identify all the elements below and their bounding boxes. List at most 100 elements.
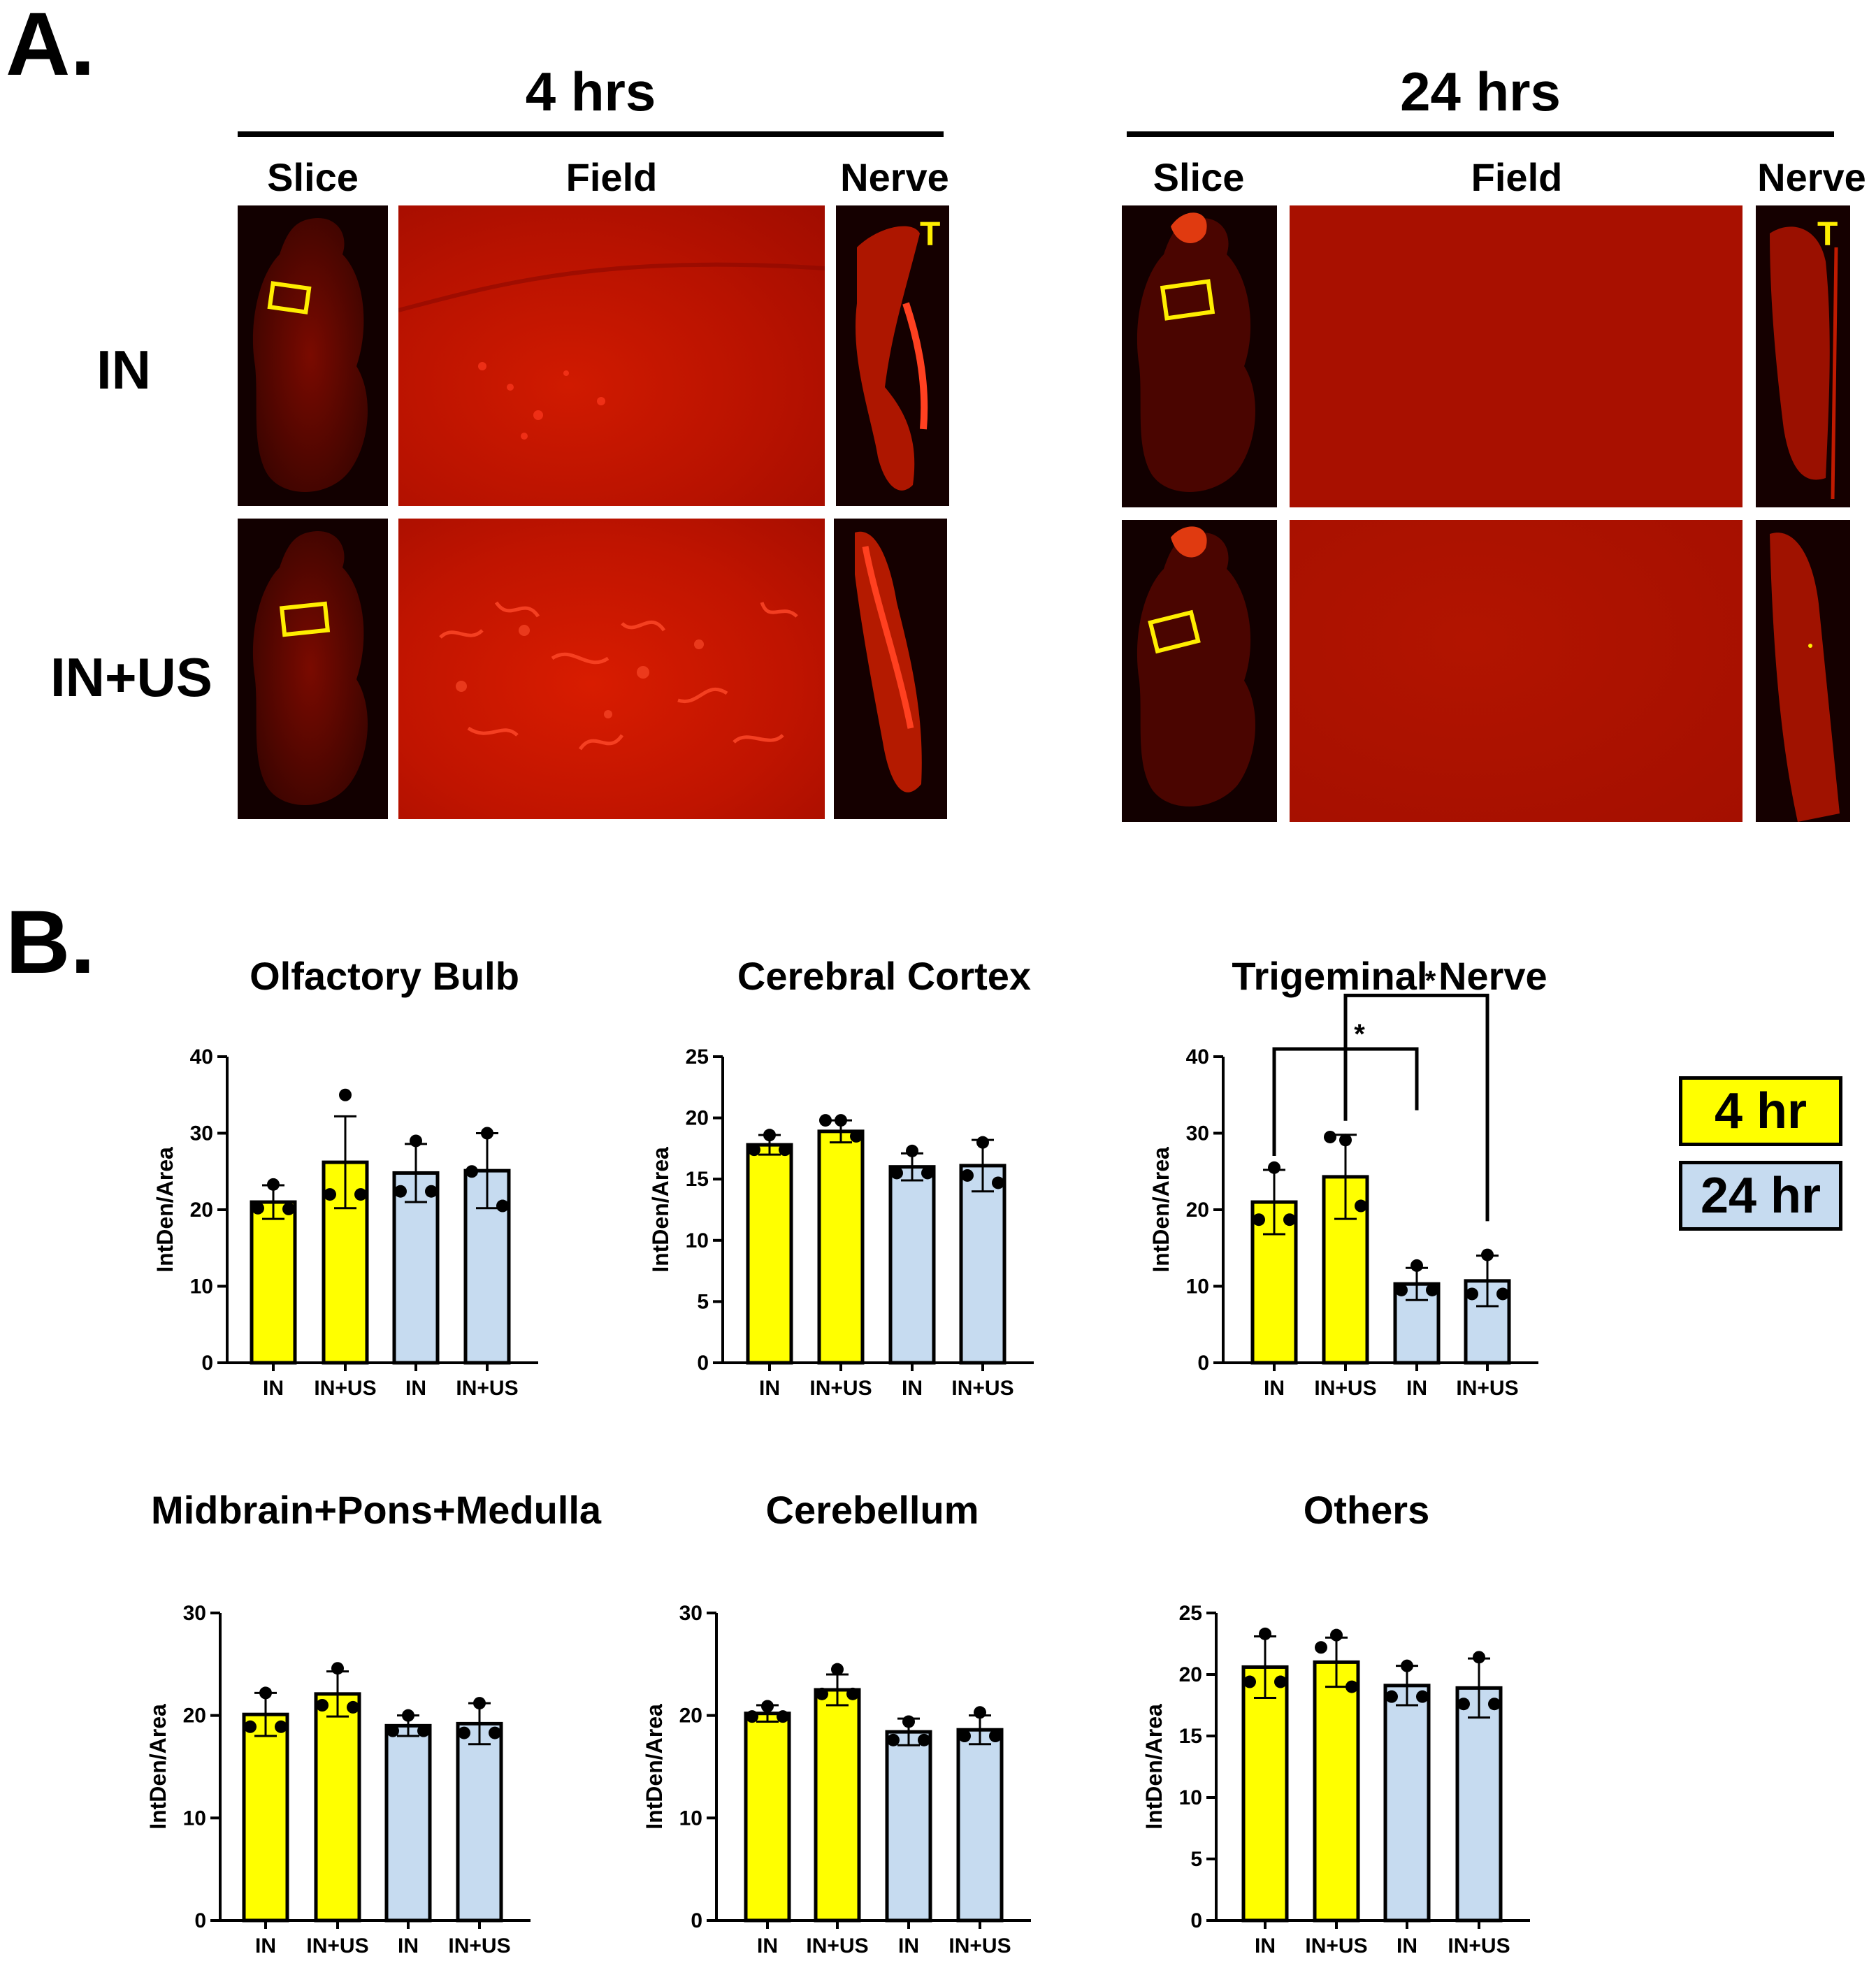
x-tick-label: IN+US xyxy=(1456,1377,1518,1400)
chart-0: Olfactory Bulb IntDen/Area 0 10 20 30 40 IN IN+U… xyxy=(152,954,538,1400)
col-label-nerve-24hrs: Nerve xyxy=(1757,155,1866,199)
data-point xyxy=(1416,1690,1429,1703)
bar xyxy=(384,1723,432,1923)
bar xyxy=(1241,1665,1289,1923)
data-point xyxy=(466,1165,478,1178)
bar xyxy=(888,1165,936,1365)
data-point xyxy=(316,1699,329,1712)
bar xyxy=(314,1692,361,1923)
x-tick-label: IN+US xyxy=(806,1934,868,1958)
y-axis-label: IntDen/Area xyxy=(152,1147,178,1273)
chart-title: Others xyxy=(1304,1488,1430,1532)
x-tick-label: IN xyxy=(263,1377,284,1400)
y-tick-label: 0 xyxy=(201,1352,213,1375)
image-nerve-in-4hrs: T xyxy=(836,205,949,506)
bar xyxy=(456,1721,503,1923)
x-tick-label: IN+US xyxy=(1305,1934,1367,1958)
bar xyxy=(814,1688,861,1923)
data-point xyxy=(394,1185,407,1198)
data-point xyxy=(961,1168,974,1182)
bar xyxy=(1383,1684,1431,1923)
y-tick-label: 15 xyxy=(686,1168,709,1191)
col-label-slice-4hrs: Slice xyxy=(267,155,359,199)
data-point xyxy=(1268,1161,1280,1174)
x-tick-label: IN xyxy=(1255,1934,1276,1958)
legend-4hr: 4 hr xyxy=(1679,1076,1842,1146)
y-tick-label: 0 xyxy=(697,1352,709,1375)
data-point xyxy=(458,1726,470,1739)
data-point xyxy=(992,1176,1004,1189)
data-point xyxy=(1473,1651,1485,1664)
chart-title: Olfactory Bulb xyxy=(250,954,519,998)
chart-1: Cerebral Cortex IntDen/Area 0 5 10 15 20 25 IN IN… xyxy=(648,954,1034,1400)
bar xyxy=(956,1728,1004,1923)
data-point xyxy=(1410,1259,1423,1272)
data-point xyxy=(425,1185,438,1198)
x-tick-label: IN xyxy=(1406,1377,1427,1400)
data-point xyxy=(496,1199,509,1213)
y-tick-label: 10 xyxy=(190,1275,213,1298)
y-tick-label: 0 xyxy=(194,1909,206,1932)
data-point xyxy=(1457,1698,1470,1711)
row-label-in-us: IN+US xyxy=(50,646,212,708)
image-slice-in-us-24hrs xyxy=(1122,520,1277,822)
x-tick-label: IN xyxy=(398,1934,419,1958)
x-tick-label: IN+US xyxy=(948,1934,1011,1958)
col-label-slice-24hrs: Slice xyxy=(1153,155,1245,199)
data-point xyxy=(761,1700,774,1713)
data-point xyxy=(1355,1199,1367,1213)
chart-2: Trigeminal Nerve IntDen/Area 0 10 20 30 40 IN IN… xyxy=(1148,954,1547,1400)
data-point xyxy=(1243,1675,1256,1688)
data-point xyxy=(890,1166,903,1180)
y-tick-label: 30 xyxy=(183,1602,206,1625)
data-point xyxy=(1259,1627,1271,1640)
x-tick-label: IN+US xyxy=(1314,1377,1376,1400)
data-point xyxy=(267,1178,280,1191)
y-tick-label: 25 xyxy=(1179,1602,1202,1625)
data-point xyxy=(331,1662,344,1675)
data-point xyxy=(417,1724,430,1737)
data-point xyxy=(1466,1287,1478,1301)
data-point xyxy=(976,1136,989,1149)
data-point xyxy=(1385,1690,1398,1703)
data-point xyxy=(974,1706,986,1719)
data-point xyxy=(244,1720,257,1733)
image-nerve-in-24hrs: T xyxy=(1756,205,1850,507)
data-point xyxy=(259,1686,272,1700)
bar xyxy=(885,1730,932,1923)
x-tick-label: IN+US xyxy=(809,1377,872,1400)
bar xyxy=(1455,1686,1503,1923)
data-point xyxy=(489,1726,501,1739)
y-tick-label: 30 xyxy=(679,1602,702,1625)
y-tick-label: 10 xyxy=(1179,1786,1202,1809)
data-point xyxy=(275,1720,287,1733)
chart-4: Cerebellum IntDen/Area 0 10 20 30 IN IN+US IN IN+… xyxy=(642,1488,1031,1958)
image-nerve-in-us-24hrs xyxy=(1756,520,1850,822)
chart-5: Others IntDen/Area 0 5 10 15 20 25 IN IN+US IN IN+U… xyxy=(1141,1488,1530,1958)
group-title-4hrs: 4 hrs xyxy=(525,61,656,122)
y-tick-label: 5 xyxy=(1190,1848,1202,1871)
y-tick-label: 10 xyxy=(1186,1275,1209,1298)
y-axis-label: IntDen/Area xyxy=(648,1147,673,1273)
chart-title: Midbrain+Pons+Medulla xyxy=(151,1488,602,1532)
data-point xyxy=(1401,1659,1413,1672)
x-tick-label: IN+US xyxy=(306,1934,368,1958)
data-point xyxy=(887,1733,900,1746)
data-point xyxy=(1426,1283,1438,1296)
x-tick-label: IN xyxy=(1397,1934,1417,1958)
y-tick-label: 30 xyxy=(1186,1122,1209,1145)
data-point xyxy=(1488,1698,1501,1711)
image-nerve-in-us-4hrs xyxy=(834,519,947,819)
group-rule-4hrs xyxy=(238,131,944,137)
data-point xyxy=(763,1129,776,1142)
y-tick-label: 25 xyxy=(686,1045,709,1069)
data-point xyxy=(850,1129,863,1143)
group-title-24hrs: 24 hrs xyxy=(1400,61,1561,122)
chart-title: Trigeminal Nerve xyxy=(1232,954,1547,998)
y-tick-label: 20 xyxy=(183,1705,206,1728)
bar xyxy=(817,1129,865,1365)
y-axis-label: IntDen/Area xyxy=(642,1704,667,1830)
bar xyxy=(242,1712,289,1923)
y-tick-label: 20 xyxy=(190,1199,213,1222)
data-point xyxy=(1330,1628,1343,1642)
